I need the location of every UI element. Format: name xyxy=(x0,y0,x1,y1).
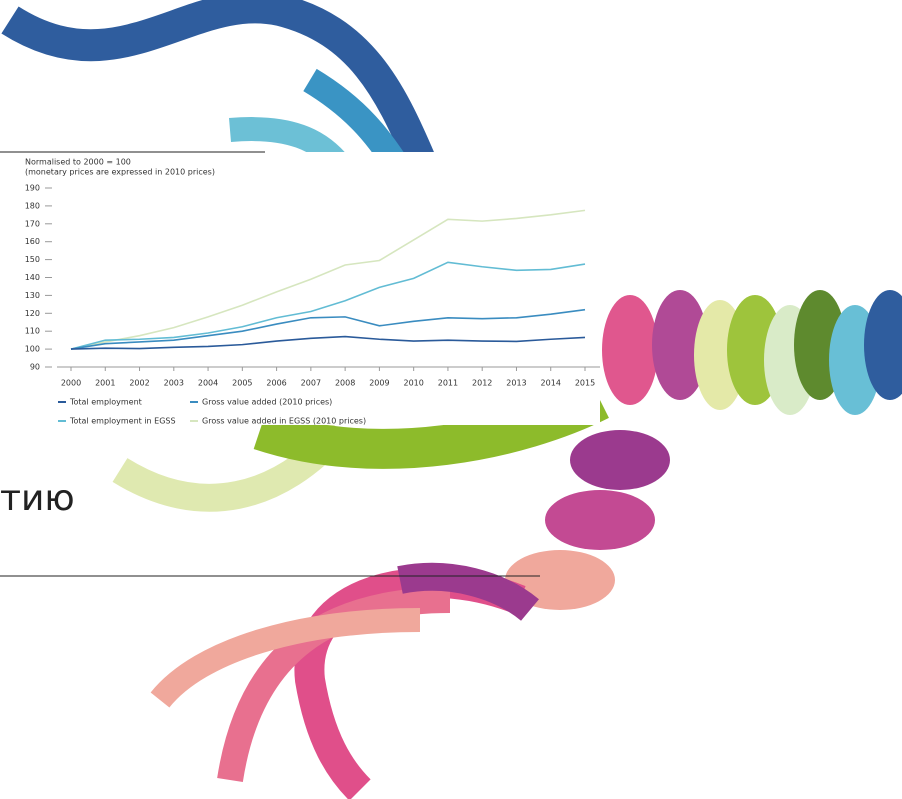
x-tick-label: 2007 xyxy=(301,379,321,388)
y-tick-label: 190 xyxy=(25,184,40,193)
x-tick-label: 2004 xyxy=(198,379,218,388)
y-tick-label: 160 xyxy=(25,237,40,246)
series-line xyxy=(70,308,586,350)
x-tick-label: 2013 xyxy=(506,379,526,388)
ribbon xyxy=(150,608,421,708)
y-tick-label: 170 xyxy=(25,219,40,228)
x-tick-label: 2005 xyxy=(232,379,252,388)
y-tick-label: 110 xyxy=(25,327,40,336)
chart-panel xyxy=(0,152,600,425)
x-tick-label: 2009 xyxy=(369,379,389,388)
series-line xyxy=(70,209,586,350)
y-tick-label: 150 xyxy=(25,255,40,264)
chart-subtitle: (monetary prices are expressed in 2010 p… xyxy=(25,168,215,177)
x-tick-label: 2012 xyxy=(472,379,492,388)
chart-subtitle: Normalised to 2000 = 100 xyxy=(25,158,131,167)
legend-label: Gross value added (2010 prices) xyxy=(202,398,332,407)
y-tick-label: 120 xyxy=(25,309,40,318)
series-line xyxy=(70,335,586,350)
x-tick-label: 2006 xyxy=(266,379,286,388)
slide-text: тию xyxy=(0,478,75,519)
legend-label: Gross value added in EGSS (2010 prices) xyxy=(202,417,366,426)
y-tick-label: 90 xyxy=(30,363,40,372)
x-tick-label: 2015 xyxy=(575,379,595,388)
legend-label: Total employment in EGSS xyxy=(69,417,176,426)
ribbon xyxy=(397,562,539,622)
x-tick-label: 2001 xyxy=(95,379,115,388)
x-tick-label: 2008 xyxy=(335,379,355,388)
ribbon xyxy=(1,0,435,167)
x-tick-label: 2000 xyxy=(61,379,81,388)
x-tick-label: 2010 xyxy=(403,379,423,388)
legend-label: Total employment xyxy=(69,398,142,407)
x-tick-label: 2003 xyxy=(164,379,184,388)
y-tick-label: 100 xyxy=(25,345,40,354)
series-line xyxy=(70,261,586,350)
y-tick-label: 130 xyxy=(25,291,40,300)
y-tick-label: 180 xyxy=(25,201,40,210)
x-tick-label: 2002 xyxy=(129,379,149,388)
x-tick-label: 2011 xyxy=(438,379,458,388)
y-tick-label: 140 xyxy=(25,273,40,282)
x-tick-label: 2014 xyxy=(541,379,561,388)
